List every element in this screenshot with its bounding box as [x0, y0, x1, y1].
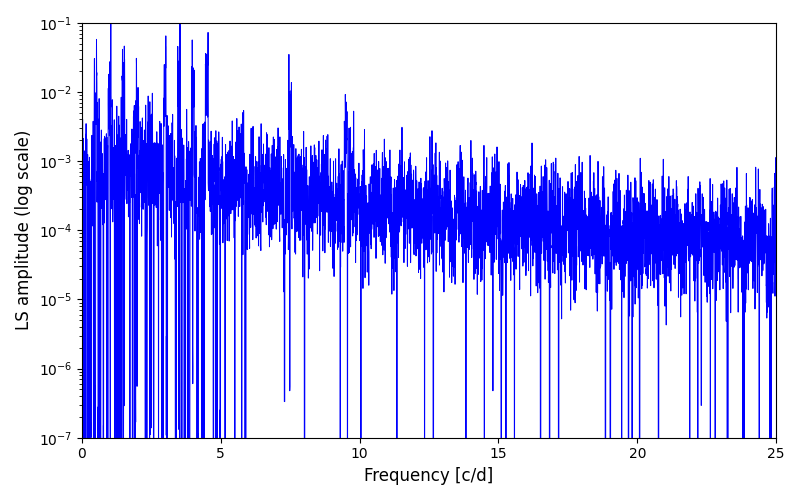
Y-axis label: LS amplitude (log scale): LS amplitude (log scale) [15, 130, 33, 330]
X-axis label: Frequency [c/d]: Frequency [c/d] [364, 467, 494, 485]
